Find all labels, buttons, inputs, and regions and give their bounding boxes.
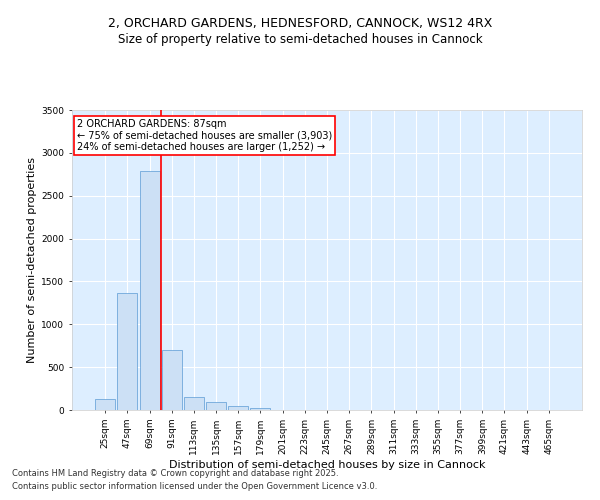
Bar [184, 396, 204, 410]
X-axis label: Distribution of semi-detached houses by size in Cannock: Distribution of semi-detached houses by … [169, 460, 485, 469]
Text: 2 ORCHARD GARDENS: 87sqm
← 75% of semi-detached houses are smaller (3,903)
24% o: 2 ORCHARD GARDENS: 87sqm ← 75% of semi-d… [77, 119, 332, 152]
Y-axis label: Number of semi-detached properties: Number of semi-detached properties [27, 157, 37, 363]
Text: Size of property relative to semi-detached houses in Cannock: Size of property relative to semi-detach… [118, 32, 482, 46]
Bar [118, 292, 137, 410]
Text: Contains public sector information licensed under the Open Government Licence v3: Contains public sector information licen… [12, 482, 377, 491]
Bar [162, 350, 182, 410]
Text: 2, ORCHARD GARDENS, HEDNESFORD, CANNOCK, WS12 4RX: 2, ORCHARD GARDENS, HEDNESFORD, CANNOCK,… [108, 18, 492, 30]
Bar [250, 408, 271, 410]
Text: Contains HM Land Registry data © Crown copyright and database right 2025.: Contains HM Land Registry data © Crown c… [12, 468, 338, 477]
Bar [140, 171, 160, 410]
Bar [228, 406, 248, 410]
Bar [206, 402, 226, 410]
Bar [95, 399, 115, 410]
